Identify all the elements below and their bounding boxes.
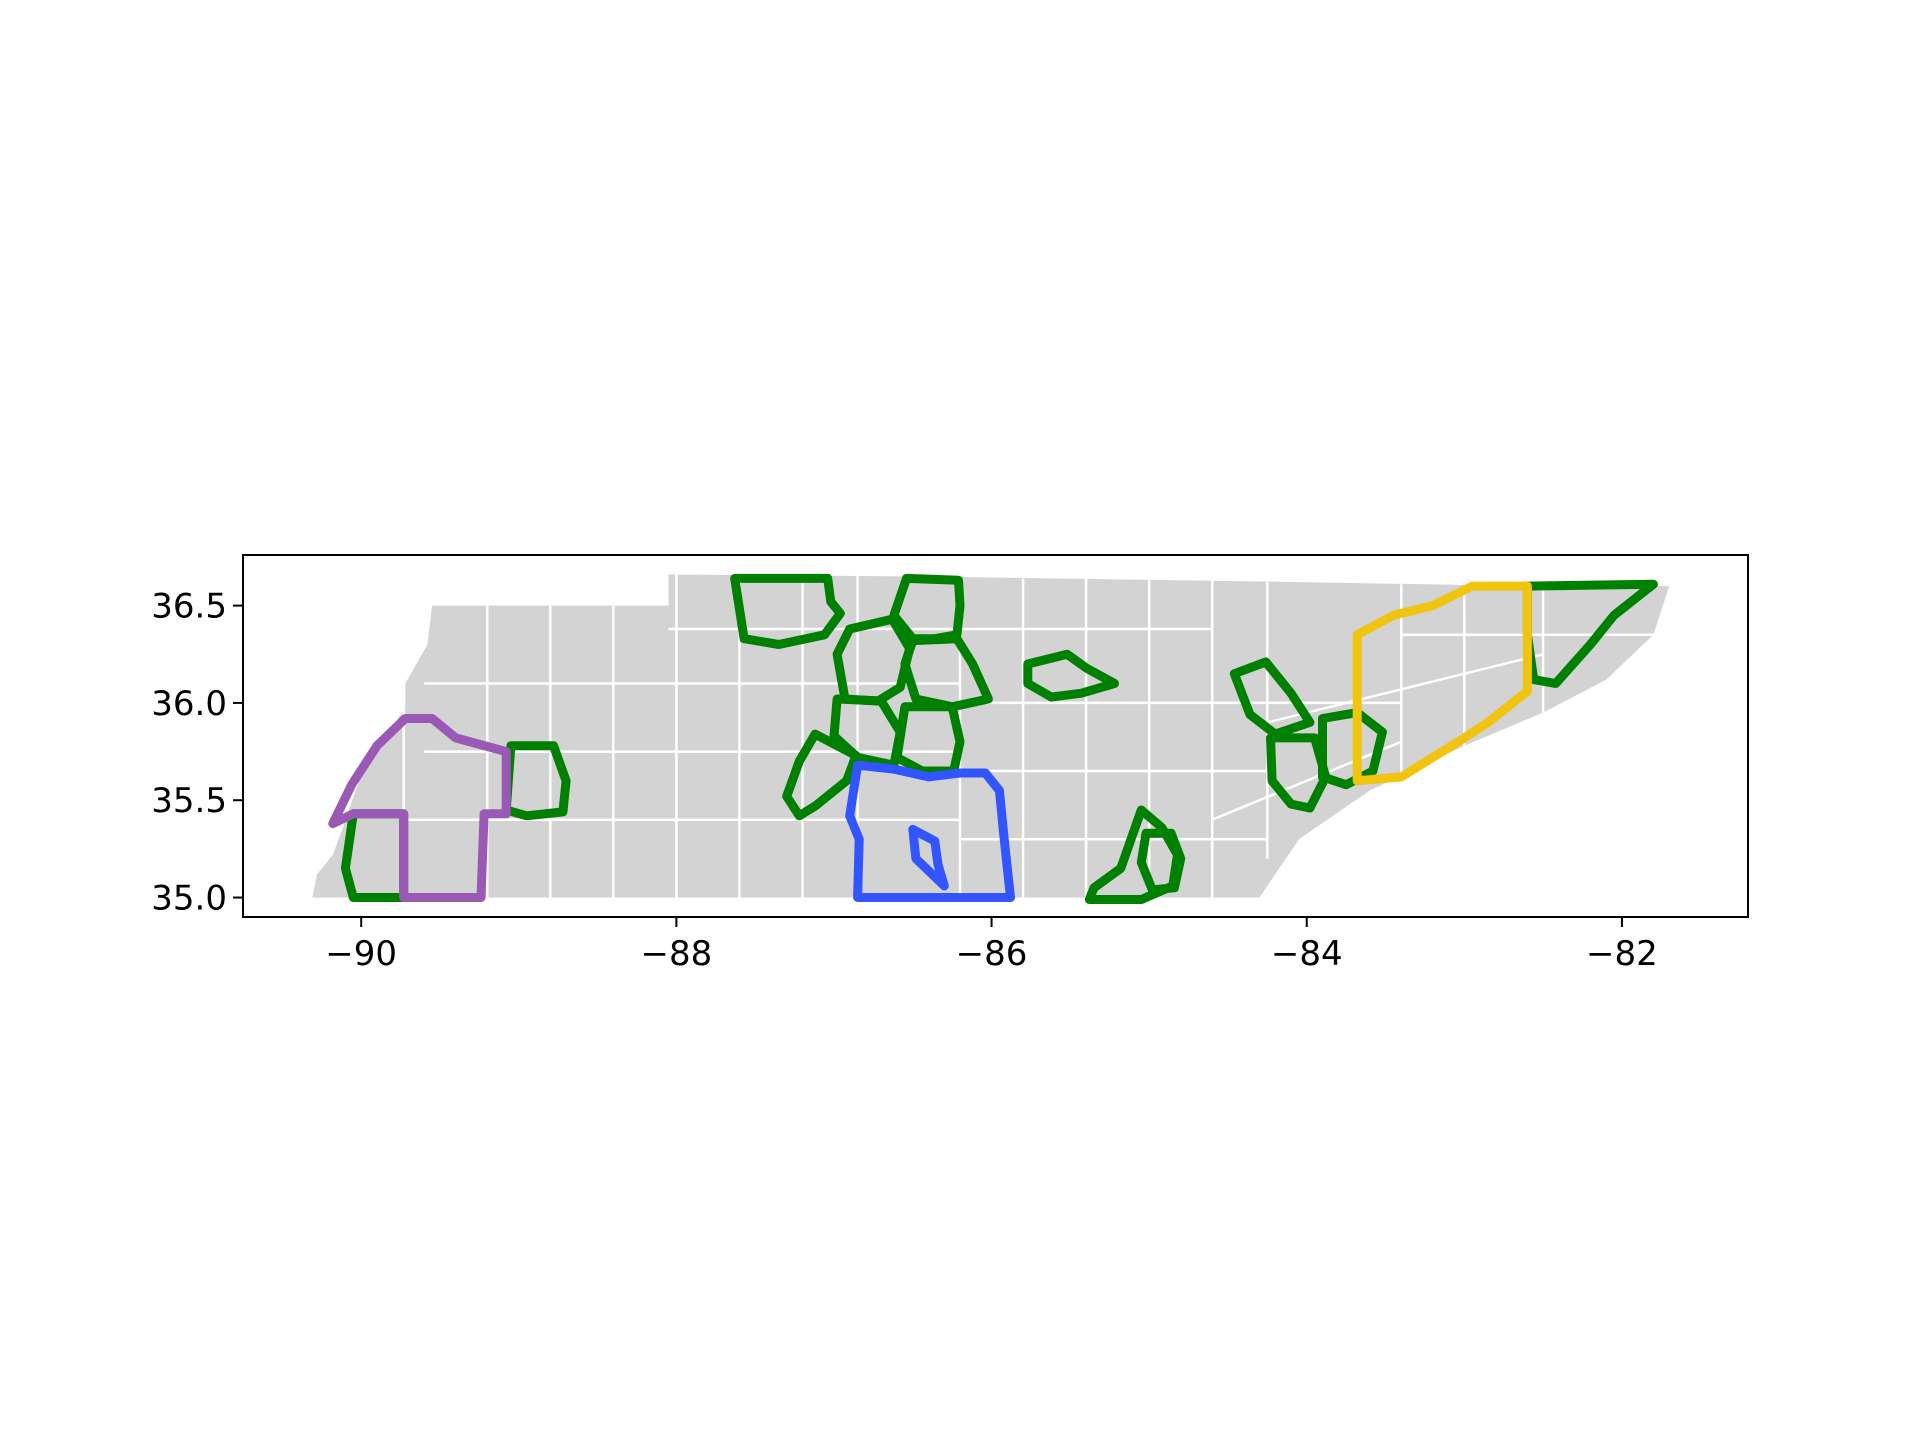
y-tick-label: 35.5 [151, 781, 227, 821]
green-district-outline [900, 634, 993, 712]
y-tick-label: 36.0 [151, 684, 227, 724]
tennessee-state-shape [312, 574, 1670, 898]
green-district-outline [1136, 828, 1186, 895]
purple-district-outline [328, 714, 511, 902]
x-axis: −90 −88 −86 −84 −82 [325, 917, 1658, 974]
x-tick-label: −84 [1271, 934, 1343, 974]
x-tick-label: −82 [1586, 934, 1658, 974]
green-district-outline [1229, 657, 1315, 739]
y-tick-label: 35.0 [151, 879, 227, 919]
x-tick-label: −88 [640, 934, 712, 974]
y-axis: 35.0 35.5 36.0 36.5 [151, 587, 243, 919]
blue-district-outline [908, 824, 949, 891]
green-district-outline [730, 573, 845, 649]
green-district-outline [1266, 733, 1331, 813]
county-line [1267, 653, 1544, 724]
green-district-outline [1023, 649, 1119, 702]
plot-area [312, 573, 1670, 904]
district-outlines [328, 573, 1658, 904]
axes-frame [242, 554, 1749, 918]
yellow-district-outline [1352, 581, 1532, 786]
y-tick-label: 36.5 [151, 587, 227, 627]
green-district-outline [782, 729, 861, 821]
blue-district-outline [845, 760, 1015, 902]
x-tick-label: −86 [956, 934, 1028, 974]
x-tick-label: −90 [325, 934, 397, 974]
county-line [1211, 740, 1402, 821]
